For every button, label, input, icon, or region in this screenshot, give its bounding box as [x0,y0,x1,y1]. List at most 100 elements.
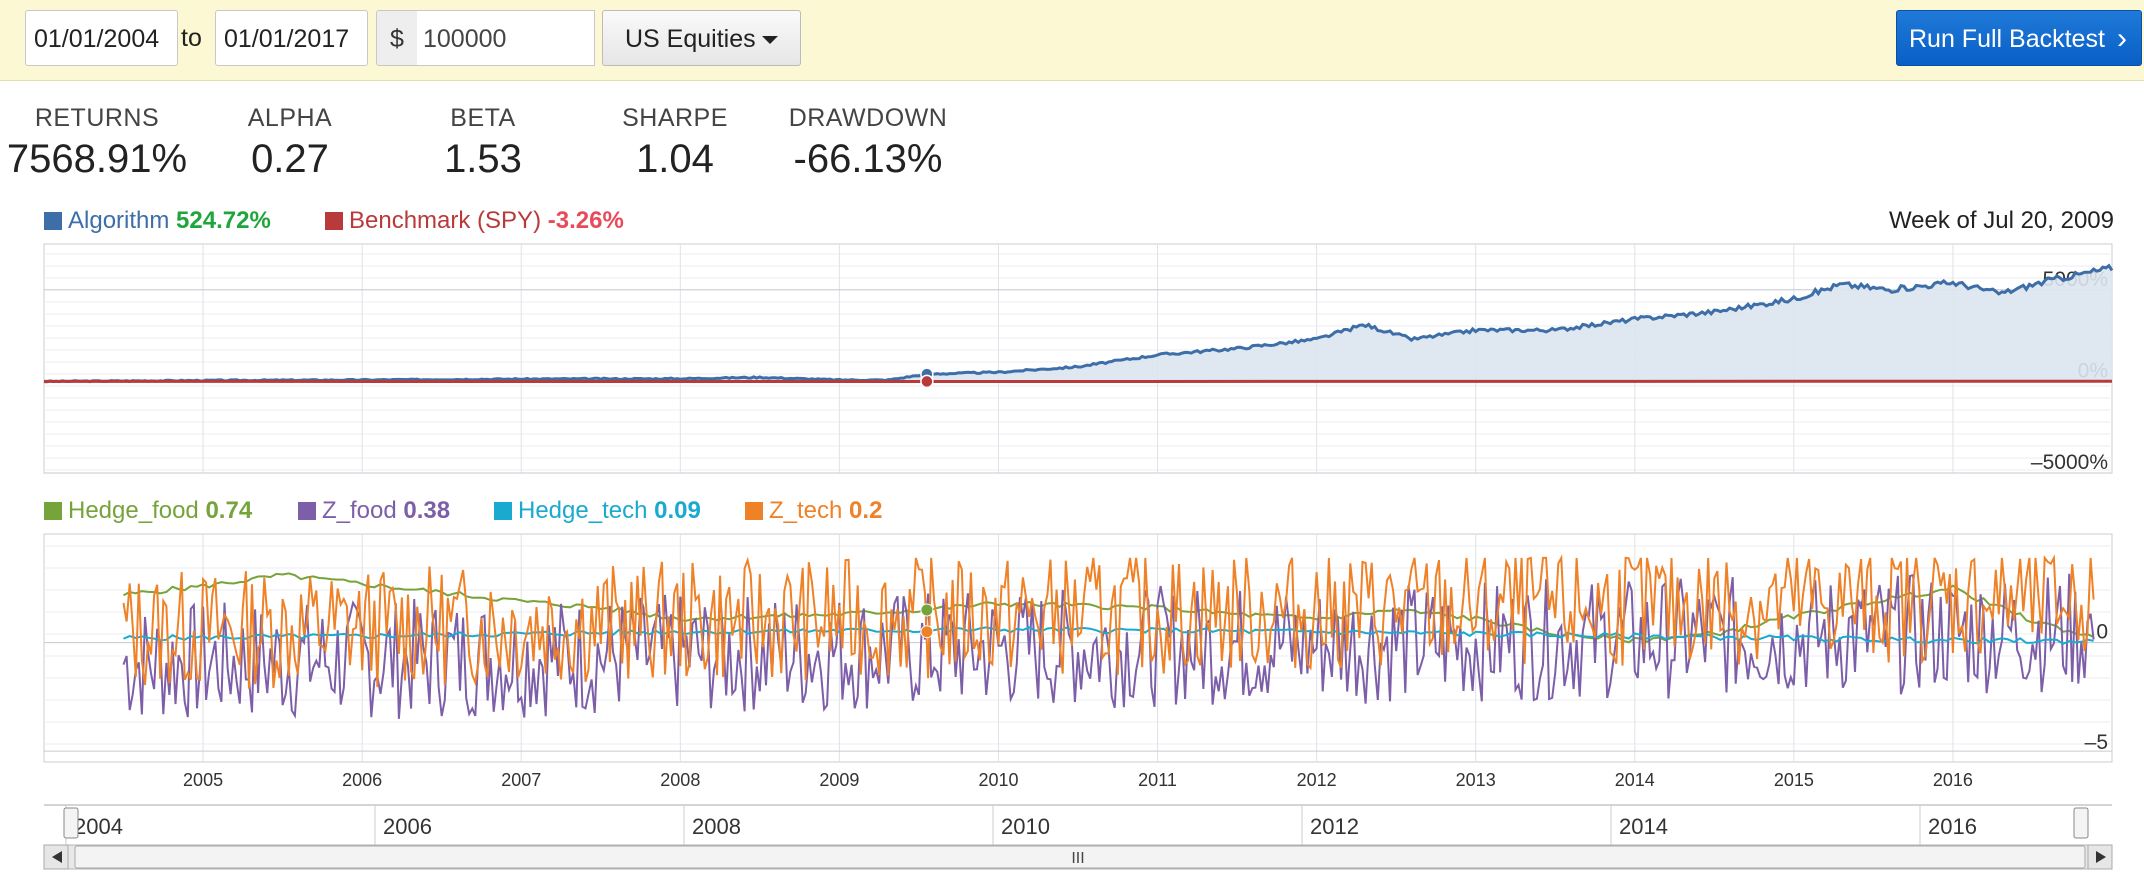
stat-value: 1.04 [636,137,714,181]
legend-swatch [44,212,62,230]
y-tick-label: 0 [2096,621,2108,644]
z-tech-hover-marker [920,625,934,639]
run-button-label: Run Full Backtest [1909,25,2105,53]
legend-hedge-tech[interactable]: Hedge_tech 0.09 [494,497,701,525]
scroll-left-button [43,844,69,870]
capital-input[interactable]: 100000 [417,10,595,66]
universe-dropdown[interactable]: US Equities [602,10,801,66]
x-tick-label: 2008 [660,770,700,790]
legend-swatch [745,502,763,520]
legend-z-food[interactable]: Z_food 0.38 [298,497,450,525]
scrollbar-thumb [74,845,2086,869]
start-date-input[interactable]: 01/01/2004 [25,10,178,66]
x-tick-label: 2011 [1138,770,1177,790]
legend-z-tech[interactable]: Z_tech 0.2 [745,497,882,525]
scrollbar-grip: III [1071,850,1084,867]
legend-algorithm[interactable]: Algorithm 524.72% [44,207,271,235]
navigator-year-label: 2006 [383,814,432,839]
legend-value: 0.2 [849,497,883,524]
legend-value: 0.09 [654,497,701,524]
hedge-food-hover-marker [920,603,934,617]
run-full-backtest-button[interactable]: Run Full Backtest › [1896,10,2142,66]
legend-value: 0.74 [205,497,253,524]
stat-alpha: ALPHA 0.27 [230,104,350,182]
legend-value: 524.72% [176,207,271,234]
legend-name: Benchmark (SPY) [349,207,542,234]
legend-hedge-food[interactable]: Hedge_food 0.74 [44,497,252,525]
x-tick-label: 2015 [1774,770,1814,790]
returns-chart [43,263,2114,389]
stat-label: DRAWDOWN [788,104,948,132]
arrow-left-icon [52,851,62,863]
currency-label: $ [376,10,418,66]
hedge-tech-line [123,626,2094,645]
factor-chart [122,554,2095,719]
backtest-toolbar: 01/01/2004 to 01/01/2017 $ 100000 US Equ… [0,0,2144,81]
stat-value: 1.53 [444,137,522,181]
stat-sharpe: SHARPE 1.04 [615,104,735,182]
y-tick-label: 0% [2078,359,2108,382]
legend-swatch [44,502,62,520]
legend-name: Hedge_tech [518,497,648,524]
legend-name: Z_tech [769,497,843,524]
algorithm-line [43,263,2114,384]
stat-label: ALPHA [247,104,333,132]
legend-name: Z_food [322,497,397,524]
legend-benchmark[interactable]: Benchmark (SPY) -3.26% [325,207,624,235]
navigator-year-label: 2014 [1619,814,1668,839]
end-date-input[interactable]: 01/01/2017 [215,10,368,66]
stat-value: 7568.91% [6,137,188,181]
x-tick-label: 2009 [819,770,859,790]
y-tick-label: –5000% [2031,451,2108,474]
navigator-year-label: 2010 [1001,814,1050,839]
x-tick-label: 2005 [183,770,223,790]
algorithm-area [44,265,2112,382]
plot-area [43,243,2113,474]
to-label: to [181,24,202,52]
x-tick-label: 2007 [501,770,541,790]
y-tick-label: –5 [2085,731,2108,754]
plot-area [43,533,2113,763]
range-navigator: 2004 2006 2008 2010 2012 2014 2016 III [43,804,2113,870]
y-tick-label: 5000% [2043,268,2108,291]
stat-value: 0.27 [251,137,329,181]
navigator-year-label: 2012 [1310,814,1359,839]
returns-chart-grid: 5000% 0% –5000% [43,243,2113,474]
algorithm-hover-marker [920,367,934,381]
chevron-right-icon: › [2117,22,2127,55]
navigator-year-label: 2008 [692,814,741,839]
caret-down-icon [762,36,778,44]
factor-chart-grid: 0 –5 [43,533,2113,763]
x-tick-label: 2014 [1615,770,1655,790]
legend-value: -3.26% [547,207,624,234]
navigator-year-label: 2004 [74,814,123,839]
benchmark-hover-marker [920,374,934,389]
legend-value: 0.38 [403,497,451,524]
x-tick-label: 2016 [1933,770,1973,790]
navigator-year-label: 2016 [1928,814,1977,839]
z-food-line [122,573,2095,719]
stat-label: SHARPE [622,104,728,132]
stat-label: RETURNS [34,104,160,132]
scrollbar-track [43,844,2113,870]
legend-name: Algorithm [68,207,170,234]
navigator-left-handle [63,807,79,839]
hedge-food-line [123,572,2095,644]
x-tick-label: 2012 [1297,770,1337,790]
x-tick-label: 2006 [342,770,382,790]
x-axis: 2005 2006 2007 2008 2009 2010 2011 2012 2013 2014… [183,770,1973,790]
arrow-right-icon [2096,851,2106,863]
legend-swatch [298,502,316,520]
stat-drawdown: DRAWDOWN -66.13% [778,104,958,182]
legend-name: Hedge_food [68,497,199,524]
z-tech-line [122,554,2095,689]
x-tick-label: 2013 [1456,770,1496,790]
stat-beta: BETA 1.53 [423,104,543,182]
stat-value: -66.13% [793,137,943,181]
x-tick-label: 2010 [978,770,1018,790]
legend-swatch [325,212,343,230]
scroll-right-button [2087,844,2113,870]
navigator-right-handle [2073,807,2089,839]
universe-label: US Equities [625,25,756,53]
hover-date-label: Week of Jul 20, 2009 [1888,207,2114,234]
